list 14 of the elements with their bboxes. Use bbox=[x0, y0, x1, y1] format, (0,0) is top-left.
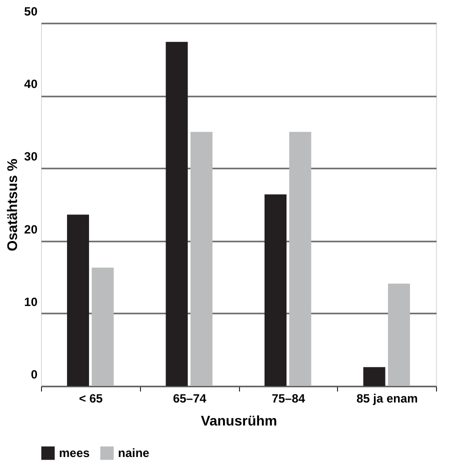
y-tick-label: 20 bbox=[24, 222, 38, 236]
y-tick-label: 40 bbox=[24, 77, 38, 92]
y-tick-label: 30 bbox=[24, 150, 38, 164]
x-tick-label: 85 ja enam bbox=[356, 392, 418, 406]
x-tick-label: 65–74 bbox=[172, 392, 207, 406]
legend-label: naine bbox=[118, 446, 150, 460]
y-tick-label: 10 bbox=[24, 294, 38, 309]
y-axis-title: Osatähtsus % bbox=[4, 158, 20, 252]
y-tick-label: 50 bbox=[24, 4, 38, 18]
legend-label: mees bbox=[59, 446, 90, 460]
y-tick-label: 0 bbox=[30, 368, 38, 382]
x-tick-label: < 65 bbox=[79, 392, 104, 406]
x-axis-title: Vanusrühm bbox=[200, 412, 278, 428]
x-tick-label: 75–84 bbox=[272, 392, 306, 406]
